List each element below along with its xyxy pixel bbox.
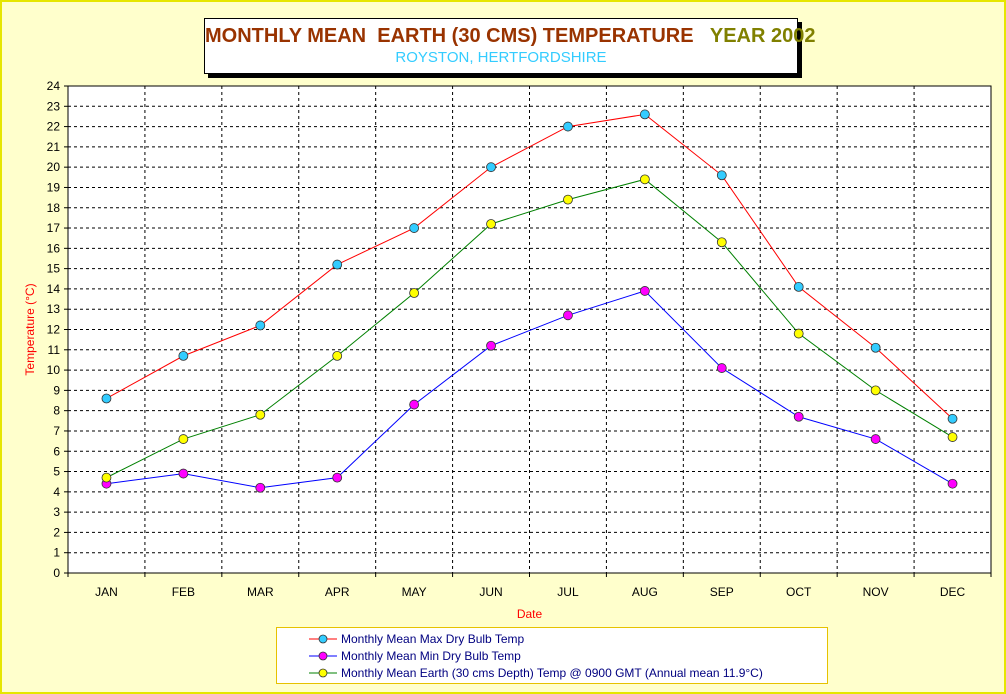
- data-point-s1-jun: [486, 340, 496, 351]
- data-point-s2-sep: [716, 237, 727, 248]
- legend-item-max: Monthly Mean Max Dry Bulb Temp: [277, 631, 827, 647]
- data-point-s0-jun: [486, 162, 496, 173]
- data-point-s1-oct: [793, 411, 804, 422]
- y-tick-label: 6: [53, 444, 60, 458]
- x-tick-label: OCT: [786, 585, 812, 599]
- x-tick-label: DEC: [940, 585, 966, 599]
- x-tick-label: JUL: [557, 585, 579, 599]
- y-axis-label: Temperature (°C): [23, 283, 37, 375]
- y-tick-label: 4: [53, 485, 60, 499]
- x-tick-label: FEB: [172, 585, 195, 599]
- data-point-s1-apr: [332, 472, 343, 483]
- y-tick-label: 17: [47, 221, 61, 235]
- x-tick-label: SEP: [710, 585, 734, 599]
- x-axis-label: Date: [517, 607, 543, 621]
- data-point-s0-oct: [793, 281, 804, 292]
- data-point-s2-aug: [639, 174, 650, 185]
- y-tick-label: 20: [47, 160, 61, 174]
- x-tick-label: JUN: [479, 585, 502, 599]
- y-tick-label: 9: [53, 383, 60, 397]
- series-line-1: [106, 290, 953, 489]
- legend-item-min: Monthly Mean Min Dry Bulb Temp: [277, 648, 827, 664]
- legend-label-min: Monthly Mean Min Dry Bulb Temp: [341, 649, 521, 663]
- data-point-s2-dec: [947, 432, 958, 442]
- plot-border: [67, 85, 992, 574]
- data-point-s2-oct: [793, 328, 804, 339]
- y-tick-label: 18: [47, 201, 61, 215]
- y-tick-label: 23: [47, 99, 61, 113]
- data-point-s1-feb: [178, 468, 189, 479]
- data-point-s0-jan: [101, 393, 112, 404]
- data-point-s0-mar: [255, 320, 266, 331]
- chart-title-box: MONTHLY MEAN EARTH (30 CMS) TEMPERATURE …: [204, 18, 815, 74]
- y-tick-label: 3: [53, 505, 60, 519]
- y-tick-label: 24: [47, 79, 61, 93]
- legend-label-max: Monthly Mean Max Dry Bulb Temp: [341, 632, 525, 646]
- y-tick-label: 10: [47, 363, 61, 377]
- y-tick-label: 0: [53, 566, 60, 580]
- y-tick-label: 21: [47, 140, 61, 154]
- data-point-s0-sep: [716, 170, 727, 181]
- x-tick-label: APR: [325, 585, 350, 599]
- series-line-0: [106, 113, 953, 420]
- data-point-s2-feb: [178, 434, 189, 444]
- y-tick-label: 8: [53, 404, 60, 418]
- legend-swatch-max: [309, 634, 337, 644]
- x-tick-label: MAR: [247, 585, 274, 599]
- data-point-s2-mar: [255, 409, 266, 420]
- legend-label-earth: Monthly Mean Earth (30 cms Depth) Temp @…: [341, 666, 763, 680]
- data-point-s2-jan: [101, 472, 112, 483]
- y-tick-label: 11: [48, 343, 61, 357]
- legend: Monthly Mean Max Dry Bulb Temp Monthly M…: [276, 627, 828, 684]
- data-point-s0-apr: [332, 259, 343, 270]
- legend-swatch-min: [309, 651, 337, 661]
- y-tick-label: 1: [53, 546, 60, 560]
- y-tick-label: 12: [47, 323, 61, 337]
- chart-title: MONTHLY MEAN EARTH (30 CMS) TEMPERATURE: [205, 25, 694, 47]
- data-point-s0-jul: [563, 121, 573, 132]
- data-point-s0-aug: [639, 109, 650, 120]
- data-point-s0-may: [409, 223, 420, 233]
- y-tick-label: 7: [53, 424, 60, 438]
- x-tick-label: NOV: [863, 585, 889, 599]
- data-point-s0-dec: [947, 413, 958, 424]
- y-tick-label: 14: [47, 282, 61, 296]
- chart-subtitle: ROYSTON, HERTFORDSHIRE: [395, 49, 607, 66]
- data-point-s0-nov: [870, 342, 881, 353]
- data-point-s2-jun: [486, 219, 496, 229]
- data-point-s1-mar: [255, 482, 266, 493]
- data-point-s2-apr: [332, 350, 343, 361]
- chart-year: YEAR 2002: [709, 25, 816, 47]
- y-tick-label: 16: [47, 241, 61, 255]
- y-tick-label: 22: [47, 120, 61, 134]
- x-tick-label: AUG: [632, 585, 658, 599]
- data-point-s1-dec: [947, 478, 958, 489]
- data-point-s0-feb: [178, 350, 189, 361]
- y-tick-label: 19: [47, 180, 61, 194]
- data-point-s2-nov: [870, 385, 881, 396]
- data-point-s1-may: [409, 399, 420, 410]
- data-point-s2-jul: [563, 194, 573, 205]
- x-tick-label: JAN: [95, 585, 118, 599]
- data-point-s1-aug: [639, 286, 650, 296]
- data-point-s1-nov: [870, 434, 881, 444]
- data-point-s1-sep: [716, 363, 727, 373]
- data-point-s1-jul: [563, 310, 573, 321]
- y-tick-label: 5: [53, 465, 60, 479]
- legend-item-earth: Monthly Mean Earth (30 cms Depth) Temp @…: [277, 665, 827, 681]
- x-tick-label: MAY: [402, 585, 427, 599]
- series-line-2: [106, 178, 953, 479]
- y-tick-label: 2: [53, 525, 60, 539]
- y-tick-label: 13: [47, 302, 61, 316]
- legend-swatch-earth: [309, 668, 337, 678]
- y-tick-label: 15: [47, 262, 61, 276]
- chart-title-line: MONTHLY MEAN EARTH (30 CMS) TEMPERATURE …: [205, 25, 815, 48]
- data-point-s2-may: [409, 288, 420, 298]
